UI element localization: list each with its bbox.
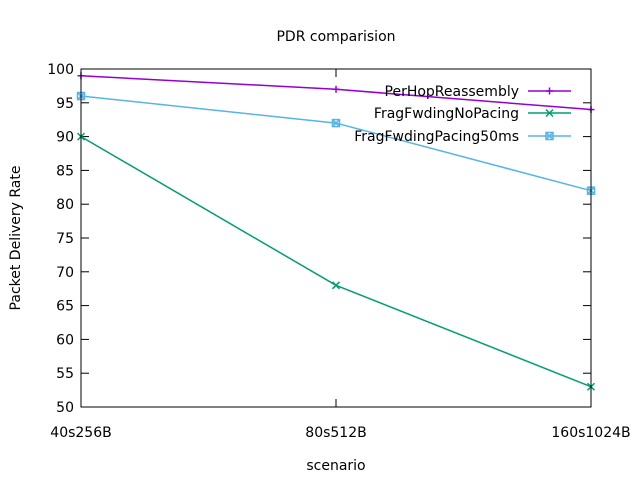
y-tick-label: 90 xyxy=(56,130,74,146)
x-axis-label: scenario xyxy=(306,458,365,474)
y-tick-label: 60 xyxy=(56,332,74,348)
y-tick-label: 85 xyxy=(56,163,74,179)
marker-stroke xyxy=(331,281,341,290)
legend-marker xyxy=(545,131,554,141)
marker-stroke xyxy=(545,131,554,141)
marker-stroke xyxy=(545,108,554,118)
axis-ticks: 50 55 60 65 70 75 80 85 90 95 100 40s256B 80s512B 160… xyxy=(47,62,630,441)
y-tick-label: 50 xyxy=(56,400,74,416)
chart-title: PDR comparision xyxy=(276,29,395,45)
legend-item: PerHopReassembly xyxy=(385,84,571,100)
y-tick-label: 70 xyxy=(56,265,74,281)
y-tick-label: 95 xyxy=(56,96,74,112)
data-point xyxy=(331,118,341,128)
legend-marker xyxy=(546,87,553,95)
data-point xyxy=(332,85,340,93)
x-tick-label: 80s512B xyxy=(305,425,366,441)
data-point xyxy=(331,281,341,290)
series-line-1 xyxy=(80,135,592,388)
y-tick-label: 100 xyxy=(47,62,74,78)
legend-label: PerHopReassembly xyxy=(385,84,519,100)
legend-label: FragFwdingPacing50ms xyxy=(354,129,519,145)
series-lines xyxy=(76,72,596,391)
x-tick-label: 40s256B xyxy=(50,425,111,441)
x-tick-label: 160s1024B xyxy=(551,425,630,441)
marker-box xyxy=(331,118,341,128)
y-tick-label: 55 xyxy=(56,366,74,382)
y-tick-label: 65 xyxy=(56,299,74,315)
legend-item: FragFwdingNoPacing xyxy=(374,106,571,122)
y-axis-label: Packet Delivery Rate xyxy=(8,166,24,311)
legend-marker xyxy=(545,108,554,118)
y-tick-label: 75 xyxy=(56,231,74,247)
marker-box xyxy=(545,131,554,141)
y-tick-label: 80 xyxy=(56,197,74,213)
legend-item: FragFwdingPacing50ms xyxy=(354,129,571,145)
legend: PerHopReassembly FragFwdingNoPacing FragFw… xyxy=(354,84,571,145)
plot-frame xyxy=(80,68,592,408)
marker-stroke xyxy=(331,119,341,128)
legend-label: FragFwdingNoPacing xyxy=(374,106,519,122)
